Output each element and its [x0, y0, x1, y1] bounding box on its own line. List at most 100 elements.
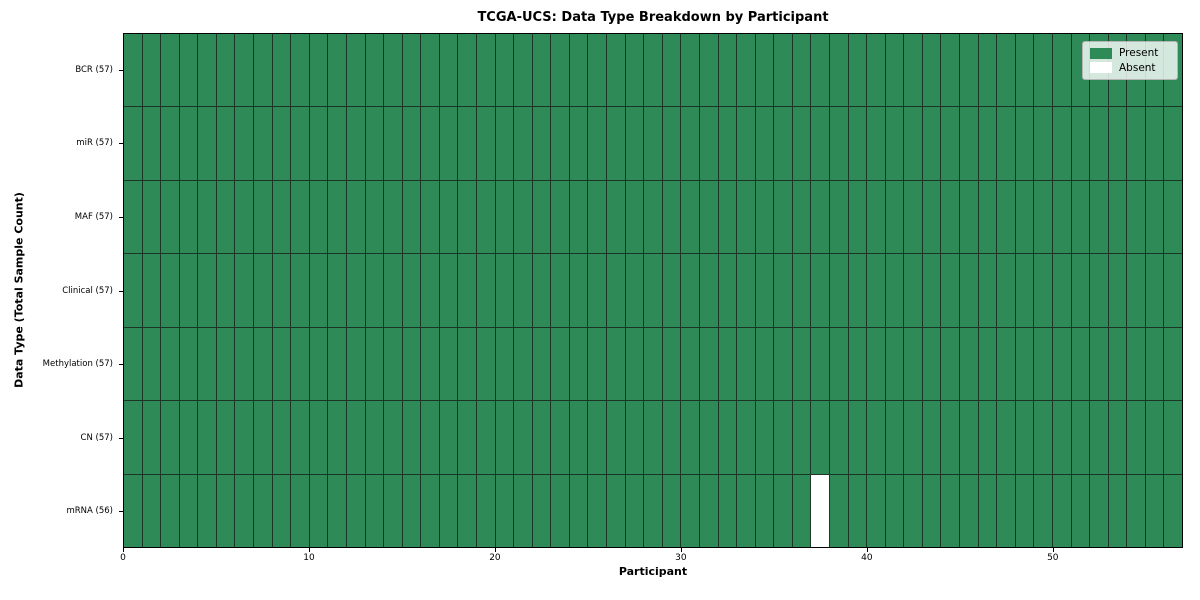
heatmap-cell: [402, 254, 421, 327]
heatmap-cell: [1127, 107, 1145, 180]
heatmap-cell: [328, 401, 346, 474]
heatmap-cell: [1052, 474, 1071, 547]
heatmap-cell: [551, 180, 569, 254]
heatmap-cell: [997, 327, 1015, 401]
heatmap-cell: [644, 474, 662, 547]
heatmap-cell: [699, 180, 718, 254]
heatmap-cell: [792, 34, 811, 107]
heatmap-cell: [495, 254, 514, 327]
heatmap-cell: [904, 474, 922, 547]
heatmap-cell: [216, 327, 235, 401]
heatmap-cell: [421, 401, 439, 474]
heatmap-cell: [941, 254, 960, 327]
heatmap-cell: [588, 180, 607, 254]
heatmap-cell: [848, 180, 867, 254]
heatmap-cell: [681, 180, 699, 254]
heatmap-cell: [755, 401, 774, 474]
heatmap-cell: [867, 34, 885, 107]
heatmap-cell: [718, 180, 737, 254]
y-axis-label: Data Type (Total Sample Count): [12, 192, 26, 388]
heatmap-cell: [235, 107, 254, 180]
heatmap-cell: [718, 401, 737, 474]
heatmap-cell: [997, 474, 1015, 547]
y-tick-label: CN (57): [80, 432, 113, 443]
heatmap-cell: [774, 107, 792, 180]
heatmap-cell: [384, 401, 402, 474]
heatmap-cell: [291, 327, 309, 401]
heatmap-cell: [439, 327, 458, 401]
heatmap-cell: [774, 254, 792, 327]
heatmap-cell: [792, 327, 811, 401]
heatmap-cell: [662, 401, 681, 474]
heatmap-cell: [551, 34, 569, 107]
heatmap-cell: [476, 107, 495, 180]
heatmap-cell: [569, 107, 588, 180]
heatmap-cell: [161, 34, 179, 107]
heatmap-cell: [1090, 180, 1108, 254]
heatmap-cell: [569, 180, 588, 254]
heatmap-cell: [607, 107, 625, 180]
heatmap-cell: [681, 254, 699, 327]
heatmap-cell: [346, 474, 365, 547]
heatmap-cell: [960, 107, 978, 180]
heatmap-cell: [235, 180, 254, 254]
heatmap-cell: [1145, 474, 1164, 547]
heatmap-cell: [1108, 254, 1127, 327]
heatmap-cell: [737, 327, 755, 401]
heatmap-cell: [365, 34, 384, 107]
heatmap-cell: [829, 474, 848, 547]
heatmap-cell: [346, 327, 365, 401]
heatmap-cell: [811, 327, 829, 401]
heatmap-cell: [1071, 254, 1090, 327]
heatmap-cell: [829, 254, 848, 327]
y-tick-label: Clinical (57): [62, 285, 113, 296]
heatmap-cell: [848, 474, 867, 547]
heatmap-cell: [458, 327, 476, 401]
heatmap-cell: [607, 254, 625, 327]
heatmap-cell: [216, 401, 235, 474]
y-tick-mark: [119, 364, 123, 366]
heatmap-cell: [235, 474, 254, 547]
heatmap-cell: [1164, 474, 1182, 547]
heatmap-cell: [997, 34, 1015, 107]
heatmap-cell: [1145, 107, 1164, 180]
heatmap-cell: [569, 401, 588, 474]
x-tick-label: 0: [120, 553, 126, 563]
heatmap-cell: [272, 401, 291, 474]
heatmap-cell: [216, 254, 235, 327]
heatmap-cell: [1052, 254, 1071, 327]
heatmap-cell: [774, 34, 792, 107]
heatmap-cell: [291, 254, 309, 327]
heatmap-cell: [198, 254, 216, 327]
heatmap-cell: [1034, 34, 1052, 107]
heatmap-cell: [867, 327, 885, 401]
heatmap-cell: [1015, 107, 1034, 180]
heatmap-cell: [421, 254, 439, 327]
plot-area: [123, 33, 1183, 548]
heatmap-cell: [216, 180, 235, 254]
heatmap-cell: [532, 180, 551, 254]
heatmap-cell: [1015, 34, 1034, 107]
heatmap-cell: [941, 401, 960, 474]
heatmap-cell: [681, 34, 699, 107]
heatmap-cell: [644, 401, 662, 474]
heatmap-cell: [124, 401, 142, 474]
heatmap-cell: [922, 254, 941, 327]
heatmap-cell: [402, 34, 421, 107]
heatmap-cell: [384, 327, 402, 401]
heatmap-cell: [402, 327, 421, 401]
heatmap-cell: [458, 107, 476, 180]
heatmap-cell: [532, 401, 551, 474]
heatmap-cell: [476, 327, 495, 401]
heatmap-cell: [476, 401, 495, 474]
x-tick-mark: [494, 548, 496, 552]
heatmap-cell: [124, 34, 142, 107]
heatmap-cell: [346, 180, 365, 254]
heatmap-cell: [514, 254, 532, 327]
heatmap-cell: [1034, 254, 1052, 327]
heatmap-cell: [161, 474, 179, 547]
y-tick-label: MAF (57): [74, 211, 113, 222]
heatmap-cell: [235, 401, 254, 474]
heatmap-cell: [1090, 107, 1108, 180]
heatmap-cell: [179, 107, 198, 180]
